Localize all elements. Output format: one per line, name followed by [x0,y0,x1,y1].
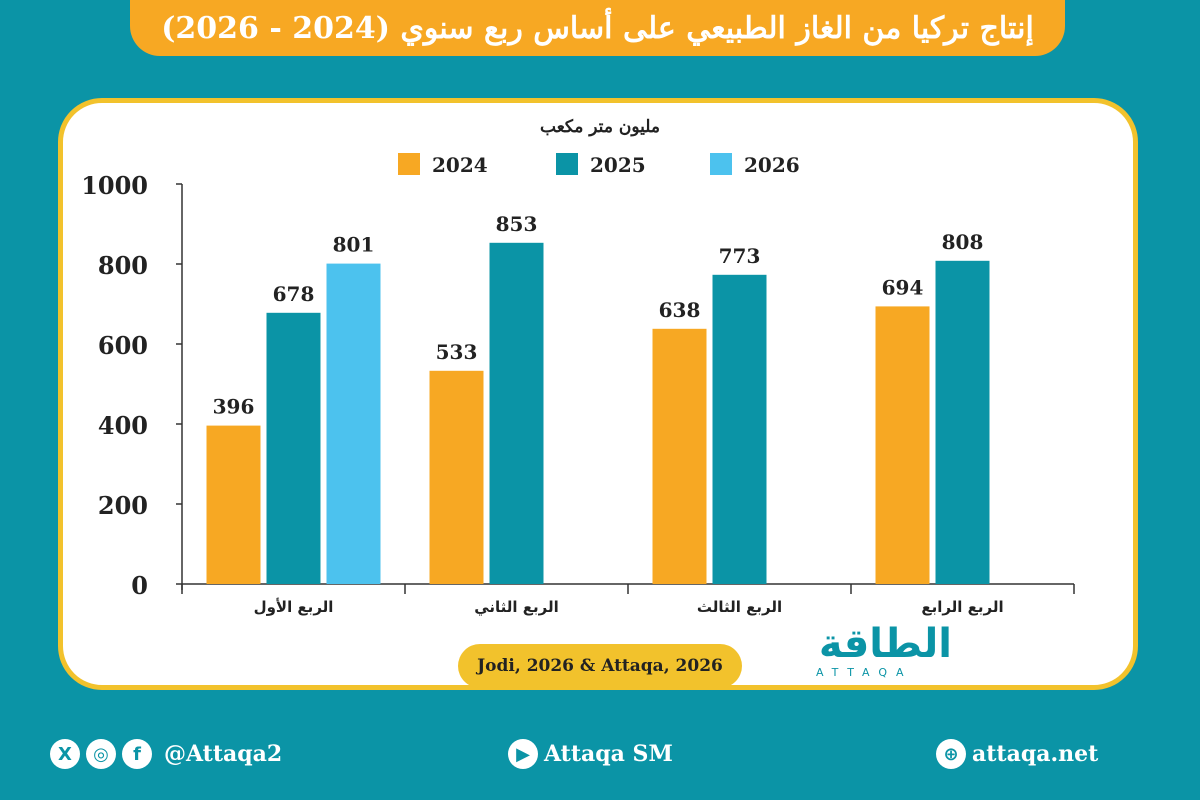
bar [935,260,990,584]
bar [266,312,321,584]
bar [652,328,707,584]
instagram-icon[interactable]: ◎ [86,739,116,769]
logo-arabic: الطاقة [818,621,952,667]
y-tick-label: 600 [98,331,148,360]
bar-value-label: 808 [942,230,984,254]
legend-label: 2025 [590,153,646,177]
y-tick-label: 400 [98,411,148,440]
legend-swatch [710,153,732,175]
x-tick-label: الربع الرابع [921,598,1003,616]
bar-value-label: 678 [273,282,315,306]
website-url[interactable]: attaqa.net [972,741,1099,767]
website-link: ⊕ attaqa.net [936,734,1098,774]
bar-value-label: 638 [659,298,701,322]
bar [712,274,767,584]
bar [206,425,261,584]
y-axis: 0 200 400 600 800 1000 [81,171,183,600]
bar [875,306,930,584]
youtube-icon[interactable]: ▶ [508,739,538,769]
bar [326,263,381,584]
facebook-icon[interactable]: f [122,739,152,769]
social-handle[interactable]: @Attaqa2 [164,741,283,767]
bar [429,370,484,584]
y-tick-label: 0 [131,571,148,600]
y-axis-label: مليون متر مكعب [540,117,660,137]
bar-value-label: 694 [882,275,924,299]
globe-icon[interactable]: ⊕ [936,739,966,769]
bar-value-label: 533 [436,340,478,364]
page-title: إنتاج تركيا من الغاز الطبيعي على أساس رب… [130,0,1065,56]
legend: 2024 2025 2026 [398,153,800,177]
youtube-channel[interactable]: Attaqa SM [544,741,673,767]
y-tick-label: 200 [98,491,148,520]
x-tick-label: الربع الثالث [697,598,782,616]
logo-latin: ATTAQA [816,666,913,679]
bar-value-label: 801 [333,233,375,257]
legend-swatch [556,153,578,175]
legend-swatch [398,153,420,175]
x-tick-label: الربع الثاني [474,598,559,616]
legend-label: 2024 [432,153,488,177]
bar [489,242,544,585]
bars: 396 678 801 533 853 638 773 694 808 [206,212,990,585]
bar-value-label: 396 [213,395,255,419]
y-tick-label: 1000 [81,171,148,200]
bar-value-label: 773 [719,244,761,268]
x-tick-label: الربع الأول [254,598,334,616]
bar-value-label: 853 [496,212,538,236]
source-label: Jodi, 2026 & Attaqa, 2026 [458,644,742,688]
youtube-link: ▶ Attaqa SM [508,734,673,774]
legend-label: 2026 [744,153,800,177]
attaqa-logo: الطاقة ATTAQA [800,620,980,684]
x-icon[interactable]: X [50,739,80,769]
x-axis: الربع الأول الربع الثاني الربع الثالث الربع… [181,583,1075,616]
y-tick-label: 800 [98,251,148,280]
social-links: X ◎ f @Attaqa2 [50,734,282,774]
